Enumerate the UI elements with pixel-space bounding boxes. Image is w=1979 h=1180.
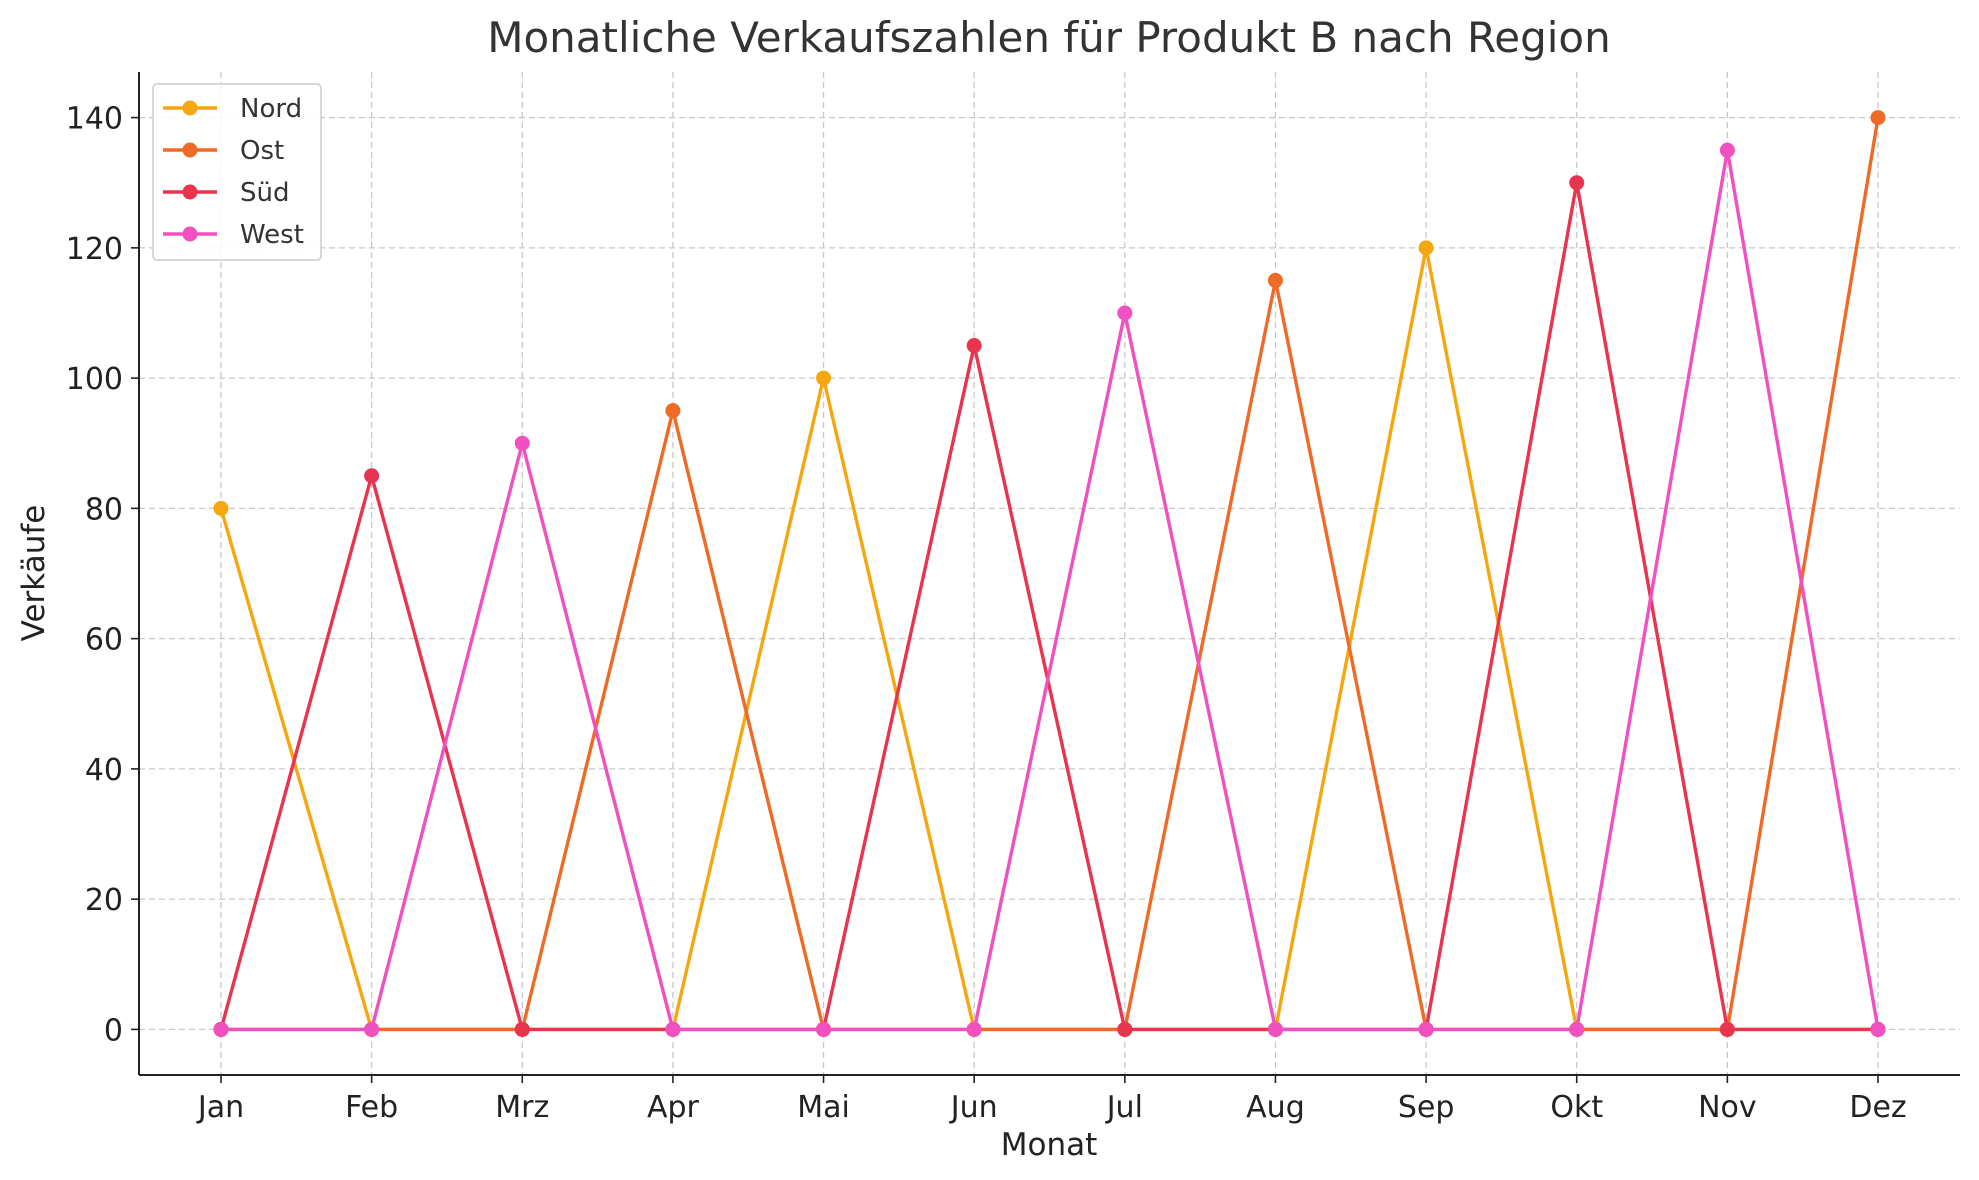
series-ost xyxy=(213,110,1886,1037)
y-tick-label-140: 140 xyxy=(66,102,123,137)
y-tick-label-120: 120 xyxy=(66,232,123,267)
legend-entry-sued: Süd xyxy=(163,178,290,208)
point-sued-feb xyxy=(364,468,380,484)
x-tick-label-aug: Aug xyxy=(1246,1090,1305,1125)
legend-label-nord: Nord xyxy=(240,94,302,124)
point-sued-jul xyxy=(1117,1021,1133,1037)
series-layer xyxy=(213,110,1886,1037)
point-sued-nov xyxy=(1719,1021,1735,1037)
axes xyxy=(138,72,1960,1076)
series-sued xyxy=(213,175,1886,1037)
point-nord-jan xyxy=(213,500,229,516)
y-tick-label-0: 0 xyxy=(104,1013,123,1048)
y-tick-label-100: 100 xyxy=(66,362,123,397)
point-west-sep xyxy=(1418,1021,1434,1037)
x-tick-label-dez: Dez xyxy=(1849,1090,1906,1125)
point-west-aug xyxy=(1267,1021,1283,1037)
x-tick-label-nov: Nov xyxy=(1698,1090,1757,1125)
y-tick-label-20: 20 xyxy=(85,883,123,918)
legend-label-sued: Süd xyxy=(240,178,290,208)
point-west-apr xyxy=(665,1021,681,1037)
x-tick-label-mrz: Mrz xyxy=(495,1090,549,1125)
point-west-mai xyxy=(816,1021,832,1037)
point-nord-sep xyxy=(1418,240,1434,256)
legend: Nord Ost Süd West xyxy=(152,83,322,261)
point-west-jul xyxy=(1117,305,1133,321)
point-ost-apr xyxy=(665,403,681,419)
x-tick-label-jun: Jun xyxy=(949,1090,998,1125)
legend-entry-nord: Nord xyxy=(163,94,302,124)
x-tick-label-apr: Apr xyxy=(647,1090,700,1125)
point-west-dez xyxy=(1870,1021,1886,1037)
point-ost-dez xyxy=(1870,110,1886,126)
point-west-jun xyxy=(966,1021,982,1037)
series-line-west xyxy=(221,148,1880,1032)
legend-marker-ost xyxy=(182,142,198,158)
point-west-okt xyxy=(1569,1021,1585,1037)
x-tick-label-jan: Jan xyxy=(196,1090,244,1125)
point-sued-jun xyxy=(966,338,982,354)
legend-entry-ost: Ost xyxy=(163,136,284,166)
legend-label-ost: Ost xyxy=(240,136,284,166)
x-tick-label-jul: Jul xyxy=(1105,1090,1143,1125)
legend-marker-west xyxy=(182,226,198,242)
legend-marker-sued xyxy=(182,184,198,200)
y-tick-label-60: 60 xyxy=(85,623,123,658)
x-tick-label-feb: Feb xyxy=(345,1090,398,1125)
point-ost-aug xyxy=(1267,272,1283,288)
legend-entry-west: West xyxy=(163,220,304,250)
x-tick-label-sep: Sep xyxy=(1398,1090,1455,1125)
point-west-nov xyxy=(1719,142,1735,158)
point-west-mrz xyxy=(514,435,530,451)
point-west-jan xyxy=(213,1021,229,1037)
legend-marker-nord xyxy=(182,100,198,116)
y-tick-label-40: 40 xyxy=(85,753,123,788)
point-west-feb xyxy=(364,1021,380,1037)
x-tick-label-okt: Okt xyxy=(1550,1090,1603,1125)
grid xyxy=(139,72,1960,1075)
legend-frame xyxy=(152,83,322,261)
point-sued-okt xyxy=(1569,175,1585,191)
y-tick-label-80: 80 xyxy=(85,492,123,527)
ticks: Jan Feb Mrz Apr Mai Jun Jul Aug Sep Okt Nov Dez 0 20 4… xyxy=(66,102,1907,1125)
series-west xyxy=(213,142,1886,1037)
series-line-sued xyxy=(219,180,1878,1032)
x-tick-label-mai: Mai xyxy=(797,1090,850,1125)
legend-label-west: West xyxy=(240,220,304,250)
chart-title: Monatliche Verkaufszahlen für Produkt B … xyxy=(487,13,1611,62)
point-nord-mai xyxy=(816,370,832,386)
y-axis-label: Verkäufe xyxy=(16,505,52,642)
series-line-ost xyxy=(221,117,1880,1032)
x-axis-label: Monat xyxy=(1001,1127,1098,1163)
point-sued-mrz xyxy=(514,1021,530,1037)
